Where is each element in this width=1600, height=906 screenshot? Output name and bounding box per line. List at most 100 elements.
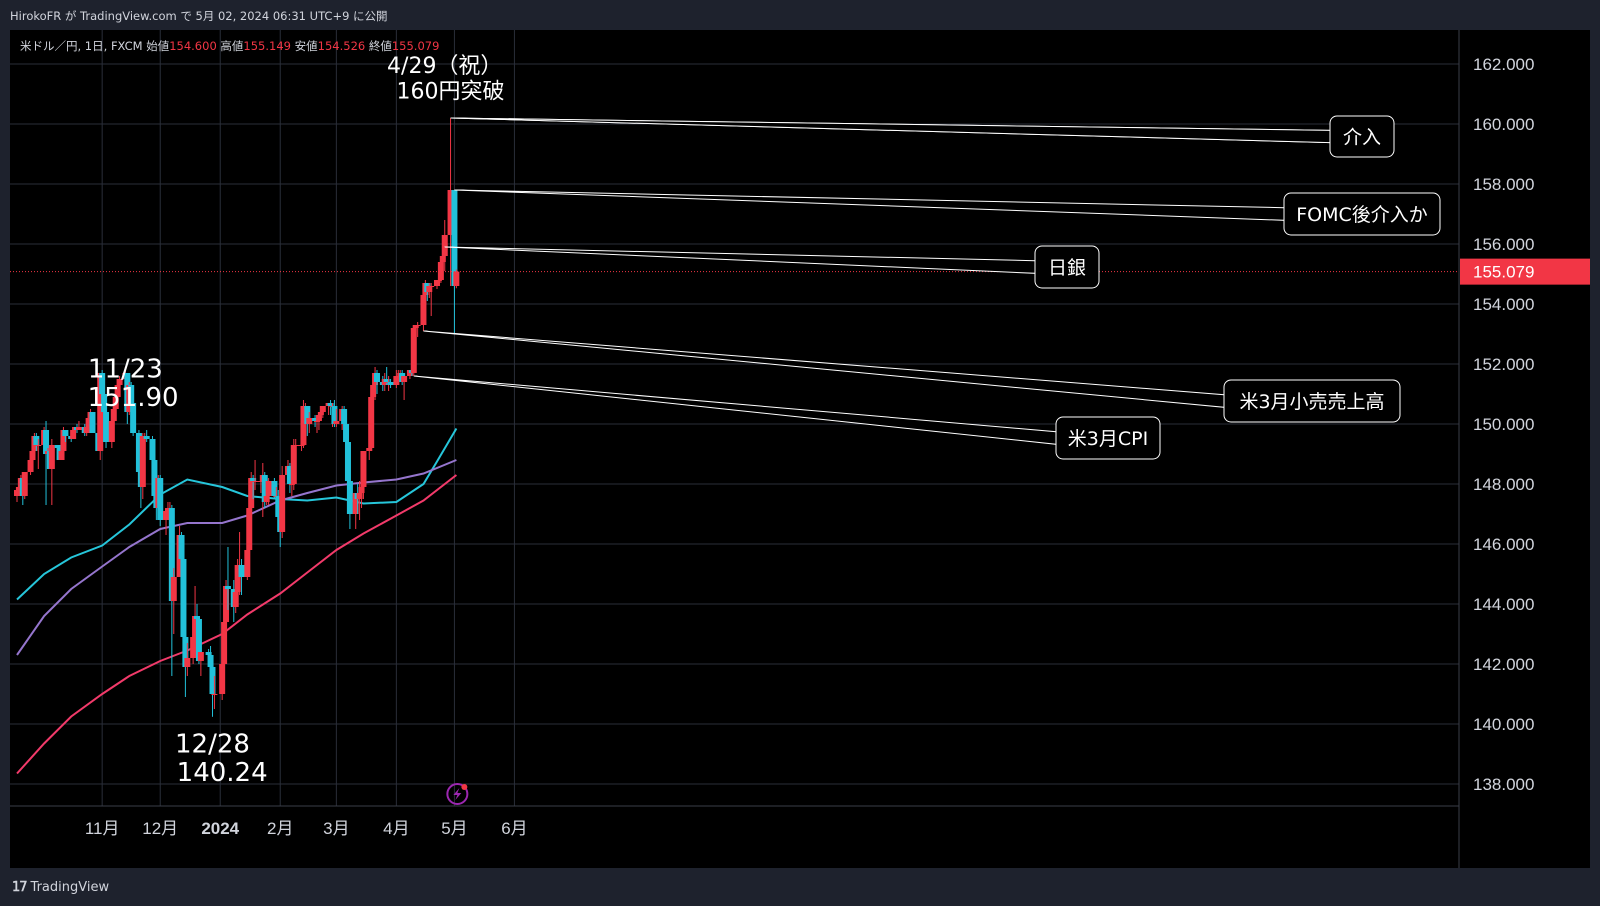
callout-pointer [444,246,1036,274]
time-tick-label: 4月 [383,819,409,838]
close-label: 終値 [368,39,392,53]
candle-body [275,496,282,517]
candle-body [209,667,216,694]
price-tick-label: 146.000 [1473,535,1534,554]
candle-body [83,427,90,433]
candle-body [366,448,373,451]
candle [33,433,40,451]
candle-body [257,481,264,482]
candle [250,475,257,499]
candle-body [151,460,158,496]
candle-body [223,586,230,622]
candle-body [221,622,228,664]
candle-body [116,379,123,385]
candle-body [346,481,353,514]
candle-body [180,559,187,637]
candle [447,118,454,286]
callout-pointer [450,117,1331,144]
candle-body [401,376,408,382]
candle [360,451,367,499]
time-tick-label: 11月 [85,819,120,838]
candle [271,478,278,499]
candle-body [286,466,293,484]
callout-box [1055,416,1161,460]
candle-body [343,424,350,442]
candle-body [327,403,334,406]
candle [35,439,42,469]
candle-body [453,271,460,286]
moving-averages [16,427,458,775]
price-tick-label: 154.000 [1473,295,1534,314]
callout-box [1034,245,1100,289]
callout-pointer [413,375,1057,445]
candle-body [290,445,297,484]
candle [368,394,375,448]
chart-panel[interactable]: 11/23 151.90 12/28 140.24 4/29（祝） 160円突破 介入 FOM… [10,30,1590,868]
candle-body [374,373,381,382]
symbol-label: 米ドル／円, 1日, FXCM [20,39,143,53]
candle [164,502,171,517]
candle-body [263,496,270,502]
callout-box [1329,115,1395,158]
candle [224,547,231,610]
candle-body [48,445,55,469]
time-tick-label: 2月 [267,819,293,838]
candle-body [168,508,175,601]
candle [451,190,458,334]
callout-pointer [423,330,1225,408]
candle-body [97,373,104,451]
callout-fomc: FOMC後介入か [454,189,1441,236]
price-tick-label: 150.000 [1473,415,1534,434]
candle [315,415,322,430]
candle [209,664,216,717]
candle-body [101,394,108,412]
candle [139,433,146,499]
publish-bar: HirokoFR が TradingView.com で 5月 02, 2024… [0,0,1600,30]
candle-body [62,430,69,436]
publish-info: HirokoFR が TradingView.com で 5月 02, 2024… [10,9,388,23]
candle-body [85,418,92,427]
candle-body [58,451,65,460]
candle [184,643,191,676]
price-tick-label: 160.000 [1473,115,1534,134]
time-tick-label: 6月 [501,819,527,838]
price-axis[interactable]: 138.000 140.000 142.000 144.000 146.000 148.0… [1458,30,1590,868]
candle-body [234,565,241,592]
candle [370,385,377,406]
candle-body [261,475,268,502]
annotation-break-date: 4/29（祝） [387,54,502,79]
candle-body [54,445,61,448]
time-axis[interactable]: 11月 12月 2024 2月 3月 4月 5月 6月 [10,805,1459,838]
price-tick-label: 152.000 [1473,355,1534,374]
candle-body [128,385,135,403]
candle-body [441,235,448,256]
candle [343,415,350,442]
high-value: 155.149 [243,39,291,53]
candle-body [149,439,156,460]
candle-body [108,421,115,442]
candle [420,292,427,331]
candle-body [341,409,348,424]
candle-body [319,406,326,412]
candle [393,370,400,388]
candles [14,118,460,717]
candle [352,493,359,529]
candle [346,478,353,529]
low-value: 154.526 [317,39,366,53]
event-marker-circle [446,783,469,805]
candle [103,412,110,448]
close-value: 155.079 [391,39,440,53]
candle-body [304,406,311,424]
candle-body [331,406,338,424]
candle [412,325,419,346]
candle-body [139,436,146,487]
candle-body [143,436,150,439]
candle-body [178,535,185,559]
tradingview-logo[interactable]: 𝟣𝟩 TradingView [12,880,109,895]
candle-body [393,376,400,385]
events-icon[interactable] [446,783,469,805]
low-label: 安値 [294,39,318,53]
candle [62,430,69,442]
